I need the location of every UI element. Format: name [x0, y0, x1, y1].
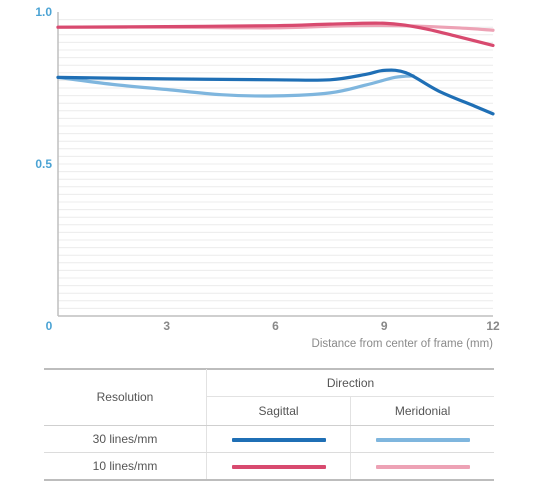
x-tick-label: 12: [486, 319, 500, 333]
legend-header-sagittal: Sagittal: [206, 396, 352, 426]
swatch-30-meridional: [375, 437, 470, 442]
swatch-30-sagittal: [231, 437, 326, 442]
series-line: [56, 68, 495, 116]
x-axis-label: Distance from center of frame (mm): [312, 338, 494, 350]
swatch-10-sagittal: [231, 464, 326, 469]
legend-row-10-label: 10 lines/mm: [44, 452, 207, 481]
x-tick-label: 0: [46, 319, 53, 333]
legend-header-meridional: Meridonial: [350, 396, 494, 426]
legend-table: Resolution Direction Sagittal Meridonial…: [44, 369, 494, 481]
legend-header-resolution: Resolution: [44, 369, 207, 426]
series-lines: [56, 21, 495, 116]
y-tick-label: 0.5: [35, 157, 52, 171]
series-line: [56, 74, 415, 98]
grid-lines: [58, 19, 493, 309]
x-tick-label: 9: [381, 319, 388, 333]
mtf-chart: 0 3 6 9 12 0.5 1.0 Distance from center of fra…: [35, 5, 500, 350]
y-tick-label: 1.0: [35, 5, 52, 19]
x-tick-label: 6: [272, 319, 279, 333]
swatch-10-meridional: [375, 464, 470, 469]
legend-row-30-label: 30 lines/mm: [44, 425, 207, 453]
tick-labels: 0 3 6 9 12 0.5 1.0: [35, 5, 500, 333]
series-line: [56, 21, 495, 48]
legend-header-direction: Direction: [206, 369, 494, 397]
axes: [57, 12, 493, 317]
x-tick-label: 3: [163, 319, 170, 333]
